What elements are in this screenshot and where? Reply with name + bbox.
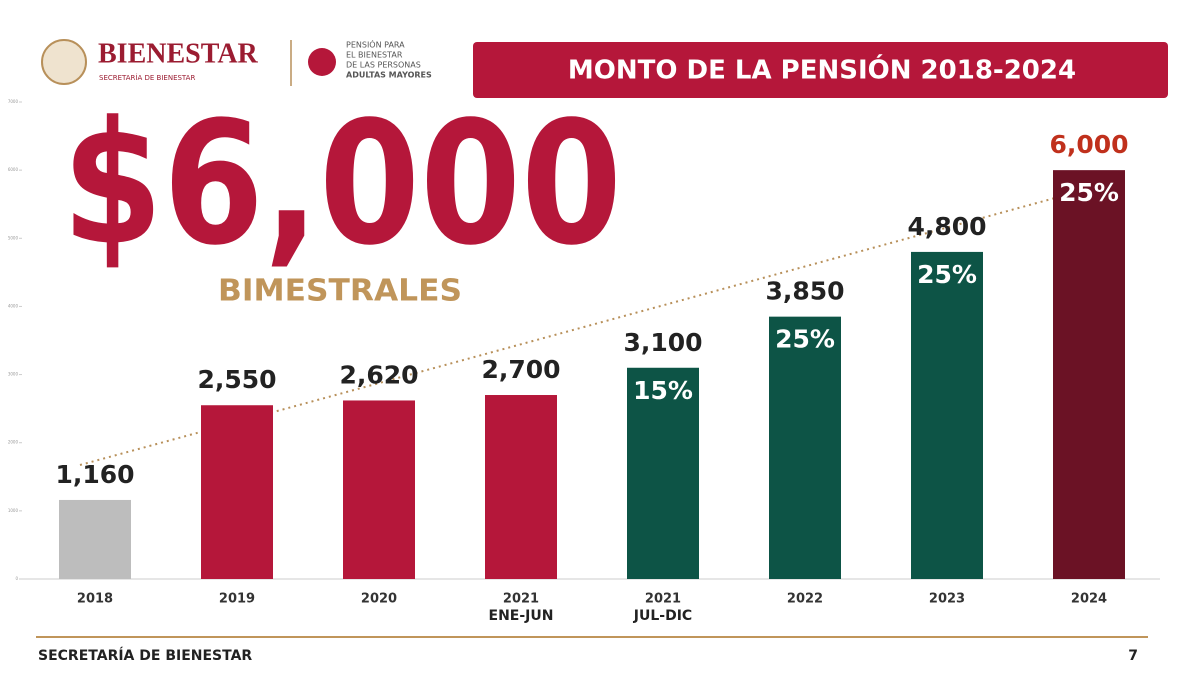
y-tick-label: 6000	[8, 167, 19, 172]
chart-title: MONTO DE LA PENSIÓN 2018-2024	[568, 54, 1076, 86]
value-label: 2,550	[197, 365, 276, 394]
y-tick-label: 0	[15, 576, 18, 581]
program-icon	[308, 48, 336, 76]
page-number: 7	[1128, 648, 1138, 664]
brand-sub: SECRETARÍA DE BIENESTAR	[99, 73, 195, 82]
x-tick-label: 2023	[929, 592, 965, 607]
bar	[59, 499, 131, 579]
x-tick-note: ENE-JUN	[489, 608, 554, 624]
bar	[627, 367, 699, 579]
x-tick-label: 2018	[77, 592, 113, 607]
y-tick-label: 2000	[8, 440, 19, 445]
y-tick-label: 1000	[8, 508, 19, 513]
x-tick-label: 2022	[787, 592, 823, 607]
headline-amount: $6,000	[62, 85, 622, 283]
value-label: 3,850	[765, 277, 844, 306]
y-tick-label: 4000	[8, 303, 19, 308]
value-label: 6,000	[1049, 130, 1128, 159]
value-label: 2,700	[481, 355, 560, 384]
bar	[1053, 170, 1125, 579]
y-tick-label: 3000	[8, 372, 19, 377]
bar	[201, 405, 273, 579]
footer-left: SECRETARÍA DE BIENESTAR	[38, 647, 252, 664]
increase-label: 25%	[917, 260, 977, 289]
x-tick-label: 2024	[1071, 592, 1107, 607]
value-label: 4,800	[907, 212, 986, 241]
increase-label: 15%	[633, 376, 693, 405]
emblem	[41, 39, 87, 85]
value-label: 1,160	[55, 460, 134, 489]
bar	[769, 316, 841, 579]
bar	[911, 251, 983, 579]
value-label: 3,100	[623, 328, 702, 357]
x-tick-label: 2020	[361, 592, 397, 607]
title-banner	[473, 42, 1168, 98]
y-tick-label: 5000	[8, 235, 19, 240]
program-line: ADULTAS MAYORES	[346, 71, 432, 80]
program-line: EL BIENESTAR	[346, 51, 403, 60]
x-tick-label: 2021	[645, 592, 681, 607]
bar	[343, 400, 415, 579]
x-tick-label: 2019	[219, 592, 255, 607]
program-line: PENSIÓN PARA	[346, 39, 405, 50]
increase-label: 25%	[775, 325, 835, 354]
x-tick-label: 2021	[503, 592, 539, 607]
value-label: 2,620	[339, 360, 418, 389]
bar	[485, 395, 557, 579]
y-tick-label: 7000	[8, 99, 19, 104]
increase-label: 25%	[1059, 178, 1119, 207]
headline-period: BIMESTRALES	[218, 274, 462, 309]
x-tick-note: JUL-DIC	[633, 608, 692, 624]
brand: BIENESTAR	[98, 38, 259, 69]
program-line: DE LAS PERSONAS	[346, 61, 421, 70]
